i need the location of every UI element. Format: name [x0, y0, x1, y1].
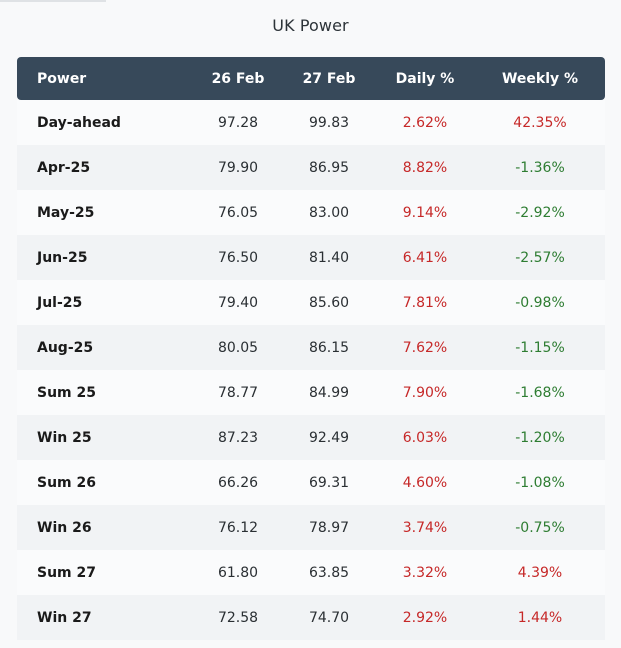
row-weekly-change: 42.35% — [513, 114, 567, 131]
row-value-26-feb: 87.23 — [217, 429, 259, 446]
table-row: Sum 26 66.26 69.31 4.60% -1.08% — [17, 460, 605, 505]
row-daily-change: 3.32% — [402, 564, 448, 581]
row-weekly-change: -0.98% — [515, 294, 565, 311]
page-title: UK Power — [272, 16, 349, 35]
row-value-26-feb: 66.26 — [217, 474, 259, 491]
prices-table: Power 26 Feb 27 Feb Daily % Weekly % Day… — [17, 57, 605, 640]
table-row: Win 25 87.23 92.49 6.03% -1.20% — [17, 415, 605, 460]
row-daily-change: 6.41% — [402, 249, 448, 266]
table-body: Day-ahead 97.28 99.83 2.62% 42.35% Apr-25 79.9… — [17, 100, 605, 640]
table-row: Aug-25 80.05 86.15 7.62% -1.15% — [17, 325, 605, 370]
row-value-27-feb: 83.00 — [308, 204, 350, 221]
row-name: Jun-25 — [37, 249, 88, 266]
table-row: Sum 27 61.80 63.85 3.32% 4.39% — [17, 550, 605, 595]
row-daily-change: 4.60% — [402, 474, 448, 491]
table-row: Sum 25 78.77 84.99 7.90% -1.68% — [17, 370, 605, 415]
row-name: Sum 26 — [37, 474, 96, 491]
row-name: Win 26 — [37, 519, 92, 536]
row-name: Aug-25 — [37, 339, 94, 356]
row-daily-change: 6.03% — [402, 429, 448, 446]
row-value-27-feb: 78.97 — [308, 519, 350, 536]
row-daily-change: 2.62% — [402, 114, 448, 131]
row-value-27-feb: 99.83 — [308, 114, 350, 131]
row-weekly-change: -0.75% — [515, 519, 565, 536]
row-value-27-feb: 86.95 — [308, 159, 350, 176]
row-value-26-feb: 79.40 — [217, 294, 259, 311]
table-header: Power 26 Feb 27 Feb Daily % Weekly % — [17, 57, 605, 100]
row-value-26-feb: 72.58 — [217, 609, 259, 626]
row-daily-change: 3.74% — [402, 519, 448, 536]
row-name: Sum 27 — [37, 564, 96, 581]
column-header-27-feb: 27 Feb — [302, 70, 356, 87]
row-daily-change: 7.81% — [402, 294, 448, 311]
table-row: Day-ahead 97.28 99.83 2.62% 42.35% — [17, 100, 605, 145]
row-value-26-feb: 61.80 — [217, 564, 259, 581]
row-weekly-change: -1.20% — [515, 429, 565, 446]
row-daily-change: 7.90% — [402, 384, 448, 401]
row-value-26-feb: 76.50 — [217, 249, 259, 266]
column-header-26-feb: 26 Feb — [211, 70, 265, 87]
table-row: Apr-25 79.90 86.95 8.82% -1.36% — [17, 145, 605, 190]
row-value-26-feb: 78.77 — [217, 384, 259, 401]
row-weekly-change: -1.08% — [515, 474, 565, 491]
row-daily-change: 2.92% — [402, 609, 448, 626]
row-name: Win 27 — [37, 609, 92, 626]
row-weekly-change: 4.39% — [517, 564, 563, 581]
row-daily-change: 9.14% — [402, 204, 448, 221]
top-divider — [0, 0, 106, 2]
row-weekly-change: -1.15% — [515, 339, 565, 356]
row-value-27-feb: 63.85 — [308, 564, 350, 581]
table-row: Win 26 76.12 78.97 3.74% -0.75% — [17, 505, 605, 550]
column-header-power: Power — [37, 70, 87, 87]
row-value-27-feb: 85.60 — [308, 294, 350, 311]
row-name: Win 25 — [37, 429, 92, 446]
row-name: Apr-25 — [37, 159, 91, 176]
row-value-26-feb: 79.90 — [217, 159, 259, 176]
table-row: May-25 76.05 83.00 9.14% -2.92% — [17, 190, 605, 235]
row-weekly-change: -2.92% — [515, 204, 565, 221]
row-value-27-feb: 74.70 — [308, 609, 350, 626]
row-weekly-change: 1.44% — [517, 609, 563, 626]
row-value-26-feb: 97.28 — [217, 114, 259, 131]
row-value-27-feb: 92.49 — [308, 429, 350, 446]
row-value-26-feb: 76.05 — [217, 204, 259, 221]
row-weekly-change: -1.68% — [515, 384, 565, 401]
column-header-daily-change: Daily % — [395, 70, 455, 87]
row-name: Day-ahead — [37, 114, 121, 131]
table-row: Jun-25 76.50 81.40 6.41% -2.57% — [17, 235, 605, 280]
row-value-27-feb: 81.40 — [308, 249, 350, 266]
row-value-27-feb: 84.99 — [308, 384, 350, 401]
row-weekly-change: -1.36% — [515, 159, 565, 176]
column-header-weekly-change: Weekly % — [501, 70, 579, 87]
row-value-27-feb: 69.31 — [308, 474, 350, 491]
row-daily-change: 7.62% — [402, 339, 448, 356]
row-value-27-feb: 86.15 — [308, 339, 350, 356]
row-daily-change: 8.82% — [402, 159, 448, 176]
row-name: May-25 — [37, 204, 95, 221]
table-row: Jul-25 79.40 85.60 7.81% -0.98% — [17, 280, 605, 325]
row-value-26-feb: 80.05 — [217, 339, 259, 356]
row-name: Jul-25 — [37, 294, 83, 311]
row-name: Sum 25 — [37, 384, 96, 401]
table-row: Win 27 72.58 74.70 2.92% 1.44% — [17, 595, 605, 640]
row-weekly-change: -2.57% — [515, 249, 565, 266]
row-value-26-feb: 76.12 — [217, 519, 259, 536]
